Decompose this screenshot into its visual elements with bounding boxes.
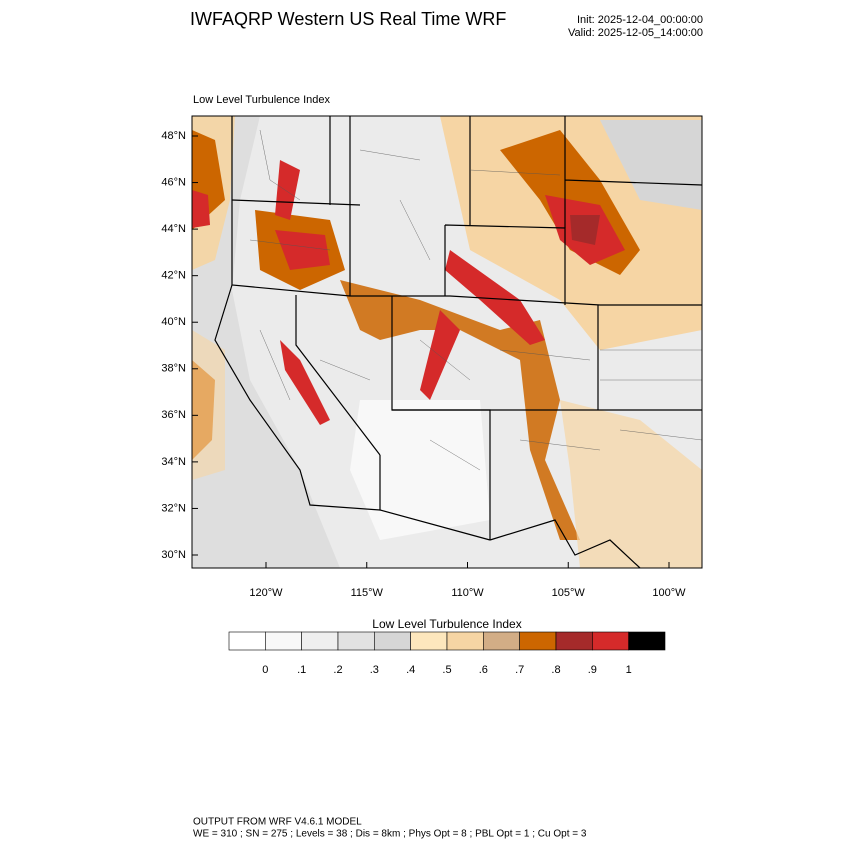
- colorbar-label: .9: [588, 664, 597, 676]
- lat-label: 38°N: [161, 363, 186, 375]
- colorbar-box: [483, 631, 520, 651]
- colorbar-box: [519, 631, 557, 651]
- colorbar-label: 1: [626, 664, 632, 676]
- colorbar-box: [446, 631, 484, 651]
- colorbar-label: .6: [479, 664, 488, 676]
- lat-label: 40°N: [161, 316, 186, 328]
- lon-label: 115°W: [351, 587, 384, 599]
- colorbar-label: .8: [551, 664, 560, 676]
- colorbar-box: [410, 631, 448, 651]
- lat-label: 32°N: [161, 502, 186, 514]
- footer-line: OUTPUT FROM WRF V4.6.1 MODEL: [193, 817, 362, 828]
- lat-label: 34°N: [161, 456, 186, 468]
- lat-label: 44°N: [161, 223, 186, 235]
- colorbar-label: .3: [370, 664, 379, 676]
- lat-label: 30°N: [161, 549, 186, 561]
- colorbar-box: [592, 631, 629, 651]
- lat-label: 36°N: [161, 409, 186, 421]
- map-field: [192, 116, 702, 568]
- colorbar-label: 0: [262, 664, 268, 676]
- colorbar-label: .1: [297, 664, 306, 676]
- lon-label: 110°W: [451, 587, 484, 599]
- colorbar-box: [374, 631, 411, 651]
- colorbar-box: [301, 631, 339, 651]
- title: IWFAQRP Western US Real Time WRF: [190, 9, 506, 29]
- colorbar-box: [265, 631, 302, 651]
- lat-label: 48°N: [161, 130, 186, 142]
- map-ticks: 48°N 46°N 44°N 42°N 40°N 38°N 36°N 34°N 32°N 30°N…: [161, 130, 686, 599]
- map-frame: [191, 115, 703, 569]
- lat-label: 42°N: [161, 270, 186, 282]
- map-subtitle: Low Level Turbulence Index: [193, 94, 330, 106]
- colorbar-box: [628, 631, 666, 651]
- colorbar-box: [337, 631, 375, 651]
- colorbar-label: .5: [442, 664, 451, 676]
- colorbar: 0 .1 .2 .3 .4 .5 .6 .7 .8 .9 1: [228, 631, 666, 676]
- colorbar-label: .4: [406, 664, 415, 676]
- lon-label: 105°W: [552, 587, 586, 599]
- lon-label: 120°W: [249, 587, 283, 599]
- lat-label: 46°N: [161, 176, 186, 188]
- colorbar-box: [228, 631, 266, 651]
- colorbar-label: .7: [515, 664, 524, 676]
- colorbar-title: Low Level Turbulence Index: [372, 617, 521, 631]
- colorbar-box: [555, 631, 593, 651]
- lon-label: 100°W: [652, 587, 686, 599]
- footer-line: WE = 310 ; SN = 275 ; Levels = 38 ; Dis …: [193, 829, 587, 840]
- valid-time: Valid: 2025-12-05_14:00:00: [568, 27, 703, 39]
- init-time: Init: 2025-12-04_00:00:00: [577, 14, 703, 26]
- colorbar-label: .2: [333, 664, 342, 676]
